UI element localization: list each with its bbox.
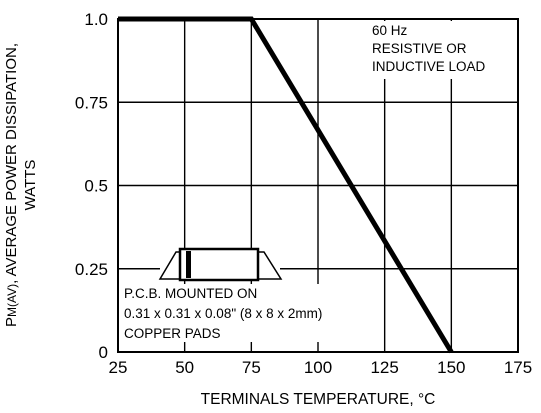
x-tick-labels: 25 50 75 100 125 150 175: [109, 358, 533, 377]
y-axis-label-subscript: M(AV): [5, 284, 19, 317]
y-tick-label: 0.75: [75, 93, 108, 112]
note-mounting-line-2: 0.31 x 0.31 x 0.08" (8 x 8 x 2mm): [124, 306, 322, 321]
x-tick-label: 75: [242, 358, 261, 377]
x-tick-label: 175: [504, 358, 532, 377]
y-tick-label: 1.0: [84, 10, 108, 29]
x-tick-label: 50: [175, 358, 194, 377]
note-mounting-line-3: COPPER PADS: [124, 326, 221, 341]
x-tick-label: 25: [109, 358, 128, 377]
y-axis-label-rest: , AVERAGE POWER DISSIPATION,: [3, 43, 20, 284]
y-tick-labels: 0 0.25 0.5 0.75 1.0: [75, 10, 108, 362]
y-axis-label-line-2: WATTS: [22, 160, 39, 211]
plot-frame: [117, 18, 519, 353]
y-tick-label: 0.25: [75, 260, 108, 279]
x-tick-label: 125: [370, 358, 398, 377]
note-mounting-line-1: P.C.B. MOUNTED ON: [124, 286, 257, 301]
note-frequency-line-2: RESISTIVE OR: [372, 41, 467, 56]
note-frequency-line-1: 60 Hz: [372, 23, 408, 38]
derating-curve-line: [118, 16, 454, 354]
y-axis-label: PM(AV), AVERAGE POWER DISSIPATION, WATTS: [3, 43, 39, 327]
y-tick-label: 0: [99, 343, 108, 362]
y-tick-label: 0.5: [84, 177, 108, 196]
svg-text:PM(AV), AVERAGE POWER DISSIPAT: PM(AV), AVERAGE POWER DISSIPATION,: [3, 43, 20, 327]
x-tick-label: 150: [437, 358, 465, 377]
x-axis-label: TERMINALS TEMPERATURE, °C: [201, 391, 436, 408]
mounting-note: P.C.B. MOUNTED ON 0.31 x 0.31 x 0.08" (8…: [124, 286, 322, 341]
note-frequency-line-3: INDUCTIVE LOAD: [372, 59, 486, 74]
frequency-note: 60 Hz RESISTIVE OR INDUCTIVE LOAD: [372, 23, 486, 74]
y-axis-label-main: P: [3, 317, 20, 327]
x-tick-label: 100: [304, 358, 332, 377]
package-icon: [158, 247, 283, 282]
